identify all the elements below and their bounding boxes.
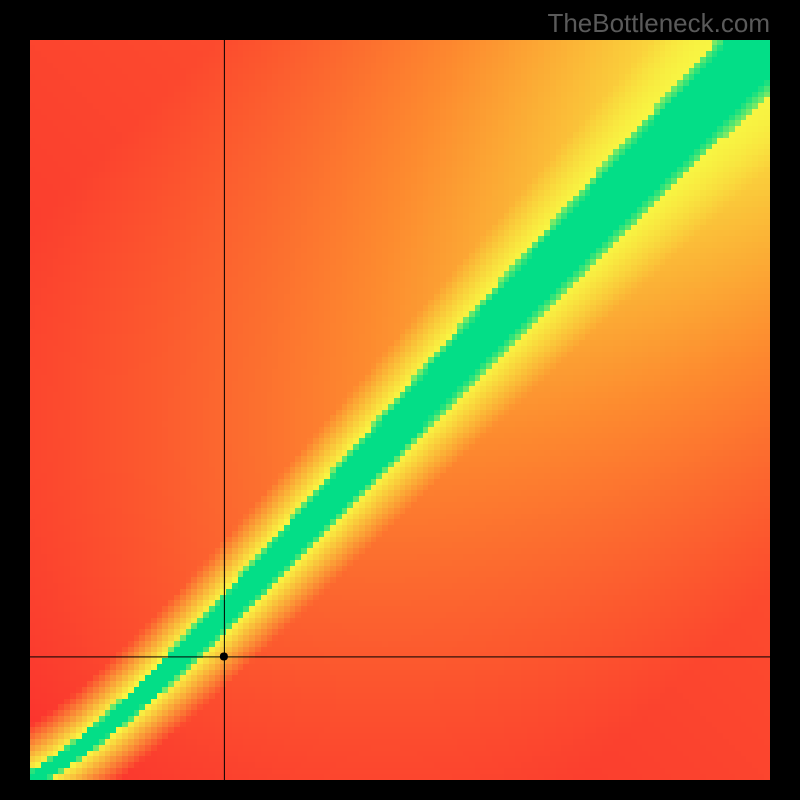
plot-area [30, 40, 770, 780]
chart-frame: TheBottleneck.com [0, 0, 800, 800]
bottleneck-heatmap [30, 40, 770, 780]
watermark-text: TheBottleneck.com [547, 8, 770, 39]
